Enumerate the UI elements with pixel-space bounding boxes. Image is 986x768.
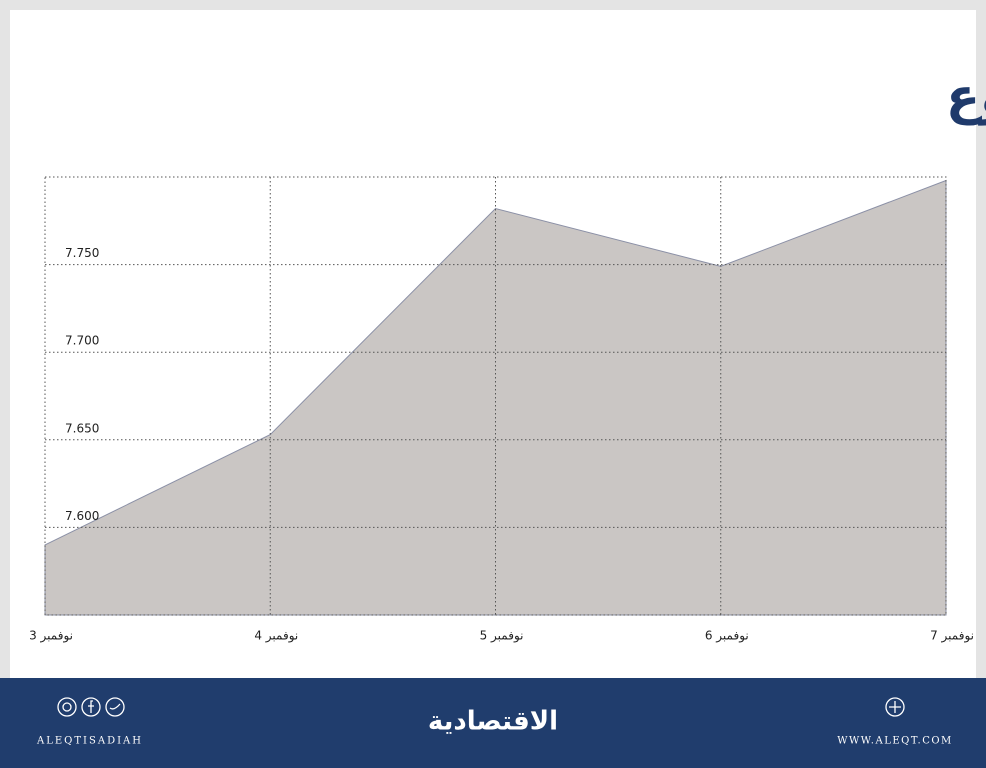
footer-bar — [0, 678, 986, 768]
y-tick-label: 7.700 — [65, 334, 99, 348]
x-tick-label: 6 نوفمبر — [705, 629, 749, 644]
y-tick-label: 7.600 — [65, 509, 99, 523]
y-tick-label: 7.650 — [65, 421, 99, 435]
brand: الاقتصادية — [428, 707, 558, 737]
social-handle: ALEQTISADIAH — [36, 736, 143, 747]
y-tick-label: 7.750 — [65, 246, 99, 260]
chart-title: المؤشر في أسبوع — [946, 64, 986, 127]
x-tick-label: 3 نوفمبر — [29, 629, 73, 644]
x-tick-label: 7 نوفمبر — [930, 629, 974, 644]
social-icons — [57, 697, 905, 717]
x-tick-label: 4 نوفمبر — [254, 629, 298, 644]
plot-frame — [44, 176, 947, 616]
website: WWW.ALEQT.COM — [837, 736, 953, 747]
plot-area: 7.600 7.650 7.700 7.750 3 نوفمبر 4 نوفمبر 5 نو… — [29, 176, 974, 644]
x-tick-label: 5 نوفمبر — [480, 629, 524, 644]
